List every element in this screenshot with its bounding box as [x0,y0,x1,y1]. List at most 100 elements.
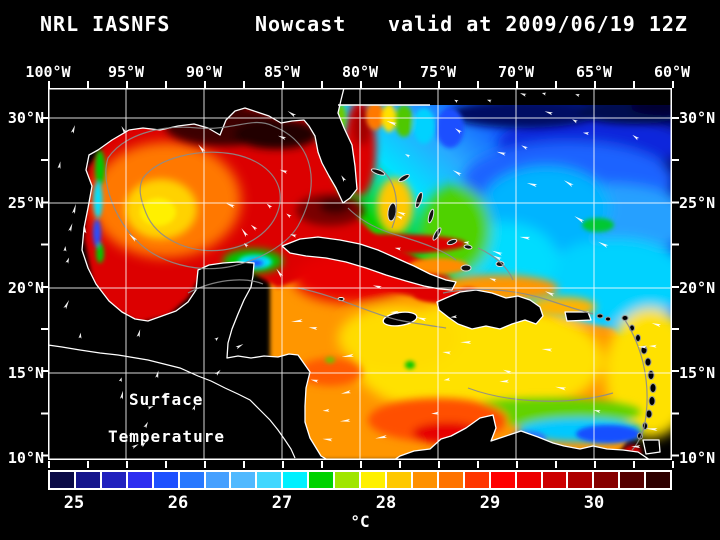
annotation-temperature: Temperature [108,427,225,446]
colorbar-cell [594,472,619,488]
land-masses [48,88,661,460]
wind-arrow-icon [555,386,567,391]
wind-arrow-icon [463,241,470,245]
model-name: NRL IASNFS [40,12,171,36]
wind-arrow-icon [492,250,503,256]
wind-arrow-icon [405,154,411,158]
wind-arrow-icon [503,369,512,375]
wind-arrow-icon [487,99,492,103]
wind-arrow-icon [541,348,553,352]
wind-arrow-icon [443,377,451,381]
colorbar-tick-label: 25 [63,493,85,513]
wind-arrow-icon [287,111,297,118]
wind-arrow-icon [563,180,574,188]
wind-arrow-icon [545,291,555,297]
bathymetry-contours [105,121,648,451]
lon-tick-label: 60°W [653,63,691,81]
lat-tick-label-left: 20°N [7,279,44,297]
colorbar-tick-label: 30 [583,493,605,513]
colorbar-cell [127,472,152,488]
colorbar-cell [335,472,360,488]
wind-arrow-icon [651,323,662,328]
wind-arrow-icon [198,144,206,153]
wind-arrow-icon [341,390,352,394]
wind-arrow-icon [279,169,288,174]
wind-arrow-icon [308,326,318,330]
wind-arrow-icon [372,285,382,290]
wind-arrow-icon [645,428,658,432]
colorbar [48,470,672,490]
wind-arrow-icon [226,203,235,209]
island-puerto-rico [564,311,592,322]
wind-arrow-icon [450,315,458,319]
lat-tick-label-right: 25°N [679,194,716,212]
wind-arrow-icon [322,438,333,442]
colorbar-cell [542,472,567,488]
lon-tick-label: 95°W [107,63,145,81]
lon-tick-label: 80°W [341,63,379,81]
land-south-america [392,414,652,460]
wind-arrow-icon [541,92,547,96]
wind-arrow-icon [493,255,502,261]
wind-arrow-icon [65,257,70,264]
colorbar-cell [153,472,178,488]
annotation-surface: Surface [129,390,204,409]
wind-arrow-icon [161,392,166,399]
wind-arrow-icon [191,404,196,411]
wind-arrow-icon [214,369,221,376]
latitude-ticks-right [672,88,679,460]
land-north-america [48,88,358,460]
wind-arrow-icon [155,370,159,379]
wind-arrow-icon [416,317,427,322]
wind-arrow-icon [276,268,284,278]
colorbar-tick-label: 29 [479,493,501,513]
wind-arrow-icon [241,228,249,238]
lon-tick-label: 85°W [263,63,301,81]
wind-arrow-icon [455,128,462,134]
lon-tick-label: 100°W [25,63,71,81]
wind-arrow-icon [63,300,70,310]
wind-arrow-icon [250,224,258,231]
wind-arrow-icon [496,151,507,156]
colorbar-cell [620,472,645,488]
wind-arrow-icon [389,310,399,314]
island-trinidad [642,439,661,455]
wind-arrow-icon [631,445,641,449]
wind-arrow-icon [499,379,510,383]
colorbar-cell [101,472,126,488]
lon-tick-label: 65°W [575,63,613,81]
wind-arrow-icon [572,119,578,124]
wind-arrow-icon [78,332,82,339]
colorbar-cell [257,472,282,488]
longitude-ticks-bottom [48,461,674,468]
islands-lesser-antilles [596,313,657,440]
colorbar-cell [179,472,204,488]
wind-arrow-icon [575,94,580,98]
wind-arrow-icon [72,203,76,215]
colorbar-tick-label: 27 [271,493,293,513]
colorbar-cell [386,472,411,488]
wind-arrow-icon [70,125,75,134]
wind-arrow-icon [83,225,87,234]
wind-arrow-icon [431,411,439,415]
wind-arrow-icon [454,99,459,104]
map-border [48,88,672,460]
wind-arrow-icon [121,126,127,134]
island-cuba [281,236,457,291]
colorbar-unit: °C [350,512,370,531]
wind-arrow-icon [394,247,402,251]
sst-map-plot [48,88,672,460]
product-name: Nowcast [255,12,347,36]
islands-bahamas [370,168,505,272]
wind-arrow-icon [452,170,462,177]
wind-arrow-icon [290,234,297,238]
colorbar-cell [75,472,100,488]
valid-time: valid at 2009/06/19 12Z [388,12,688,36]
colorbar-cell [309,472,334,488]
wind-arrow-icon [235,344,244,350]
wind-arrow-icon [341,175,347,182]
lon-tick-label: 70°W [497,63,535,81]
wind-arrow-icon [574,216,585,224]
wind-arrow-icon [278,135,287,141]
